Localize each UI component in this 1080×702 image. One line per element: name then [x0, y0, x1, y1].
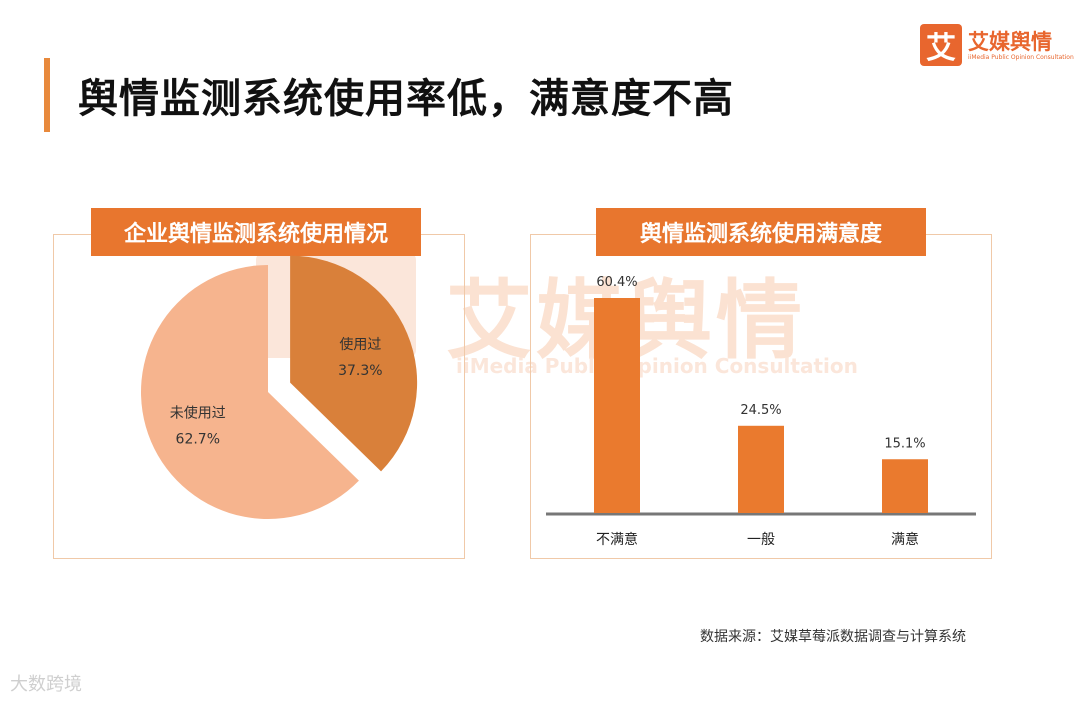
- pie-chart-title: 企业舆情监测系统使用情况: [91, 208, 421, 256]
- pie-value-unused: 62.7%: [176, 432, 220, 448]
- title-accent-bar: [44, 58, 50, 132]
- bottom-watermark: 大数跨境: [10, 674, 82, 695]
- logo-mark: 艾: [920, 24, 962, 66]
- pie-slice-used: [290, 255, 418, 472]
- bar-3: [882, 459, 928, 513]
- pie-label-unused: 未使用过: [170, 405, 226, 422]
- bar-1: [594, 298, 640, 513]
- brand-logo: 艾 艾媒舆情 iiMedia Public Opinion Consultati…: [920, 24, 1074, 70]
- bar-category-label-3: 满意: [891, 531, 919, 548]
- bar-category-label-1: 不满意: [596, 531, 638, 548]
- logo-subtitle: iiMedia Public Opinion Consultation: [968, 54, 1074, 61]
- bar-value-label-1: 60.4%: [596, 275, 637, 290]
- pie-slice-unused: [141, 265, 359, 519]
- page-title: 舆情监测系统使用率低，满意度不高: [78, 76, 734, 122]
- pie-value-used: 37.3%: [338, 363, 382, 379]
- bar-value-label-2: 24.5%: [740, 403, 781, 418]
- bar-value-label-3: 15.1%: [884, 436, 925, 451]
- bar-2: [738, 425, 784, 513]
- logo-name: 艾媒舆情: [968, 30, 1052, 54]
- bar-chart-title: 舆情监测系统使用满意度: [596, 208, 926, 256]
- pie-label-used: 使用过: [339, 336, 381, 353]
- bar-category-label-2: 一般: [747, 532, 775, 548]
- data-source-note: 数据来源：艾媒草莓派数据调查与计算系统: [700, 629, 966, 645]
